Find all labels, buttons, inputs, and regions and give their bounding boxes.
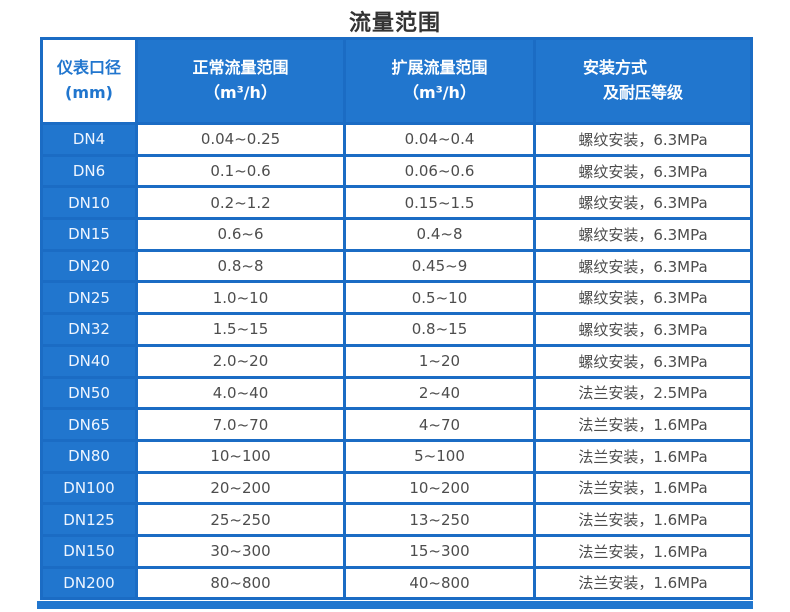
header-cell-install: 安装方式 及耐压等级 bbox=[533, 37, 753, 125]
cell-normal-range: 25~250 bbox=[135, 502, 346, 537]
cell-install: 法兰安装，1.6MPa bbox=[533, 407, 753, 442]
cell-normal-range: 80~800 bbox=[135, 565, 346, 601]
cell-normal-range: 0.8~8 bbox=[135, 248, 346, 284]
cell-normal-range: 10~100 bbox=[135, 438, 346, 474]
cell-diameter: DN40 bbox=[40, 343, 138, 379]
cell-install: 螺纹安装，6.3MPa bbox=[533, 185, 753, 221]
cell-install: 螺纹安装，6.3MPa bbox=[533, 217, 753, 252]
header-diameter-label: 仪表口径 bbox=[56, 58, 121, 78]
cell-extended-range: 13~250 bbox=[343, 502, 536, 537]
table-row: DN25 1.0~10 0.5~10 螺纹安装，6.3MPa bbox=[40, 280, 753, 316]
table-row: DN80 10~100 5~100 法兰安装，1.6MPa bbox=[40, 438, 753, 474]
cell-extended-range: 10~200 bbox=[343, 470, 536, 506]
cell-install: 法兰安装，1.6MPa bbox=[533, 470, 753, 506]
cell-normal-range: 1.0~10 bbox=[135, 280, 346, 316]
cell-install: 法兰安装，1.6MPa bbox=[533, 438, 753, 474]
cell-diameter: DN20 bbox=[40, 248, 138, 284]
cell-diameter: DN10 bbox=[40, 185, 138, 221]
table-row: DN10 0.2~1.2 0.15~1.5 螺纹安装，6.3MPa bbox=[40, 185, 753, 221]
header-cell-normal-range: 正常流量范围 （m³/h） bbox=[135, 37, 346, 125]
header-extended-unit: （m³/h） bbox=[403, 83, 476, 102]
cell-extended-range: 2~40 bbox=[343, 375, 536, 411]
cell-install: 螺纹安装，6.3MPa bbox=[533, 122, 753, 157]
table-row: DN150 30~300 15~300 法兰安装，1.6MPa bbox=[40, 533, 753, 569]
cell-extended-range: 5~100 bbox=[343, 438, 536, 474]
cell-extended-range: 15~300 bbox=[343, 533, 536, 569]
cell-diameter: DN50 bbox=[40, 375, 138, 411]
cell-normal-range: 2.0~20 bbox=[135, 343, 346, 379]
cell-extended-range: 0.04~0.4 bbox=[343, 122, 536, 157]
cell-extended-range: 0.4~8 bbox=[343, 217, 536, 252]
cell-diameter: DN125 bbox=[40, 502, 138, 537]
table-body: DN4 0.04~0.25 0.04~0.4 螺纹安装，6.3MPa DN6 0… bbox=[40, 122, 753, 601]
cell-diameter: DN32 bbox=[40, 312, 138, 347]
cell-normal-range: 7.0~70 bbox=[135, 407, 346, 442]
cell-extended-range: 40~800 bbox=[343, 565, 536, 601]
cell-diameter: DN200 bbox=[40, 565, 138, 601]
header-install-label: 安装方式 bbox=[583, 58, 648, 78]
cell-diameter: DN100 bbox=[40, 470, 138, 506]
cell-install: 法兰安装，1.6MPa bbox=[533, 502, 753, 537]
cell-diameter: DN6 bbox=[40, 153, 138, 189]
cell-diameter: DN65 bbox=[40, 407, 138, 442]
cell-extended-range: 0.45~9 bbox=[343, 248, 536, 284]
cell-normal-range: 1.5~15 bbox=[135, 312, 346, 347]
header-diameter-unit: (mm) bbox=[65, 83, 113, 102]
table-row: DN100 20~200 10~200 法兰安装，1.6MPa bbox=[40, 470, 753, 506]
table-row: DN6 0.1~0.6 0.06~0.6 螺纹安装，6.3MPa bbox=[40, 153, 753, 189]
table-row: DN4 0.04~0.25 0.04~0.4 螺纹安装，6.3MPa bbox=[40, 122, 753, 157]
cell-extended-range: 0.06~0.6 bbox=[343, 153, 536, 189]
table-row: DN65 7.0~70 4~70 法兰安装，1.6MPa bbox=[40, 407, 753, 442]
cell-install: 法兰安装，1.6MPa bbox=[533, 533, 753, 569]
header-normal-unit: （m³/h） bbox=[204, 83, 277, 102]
cell-normal-range: 0.04~0.25 bbox=[135, 122, 346, 157]
cell-install: 螺纹安装，6.3MPa bbox=[533, 343, 753, 379]
header-cell-extended-range: 扩展流量范围 （m³/h） bbox=[343, 37, 536, 125]
cell-install: 螺纹安装，6.3MPa bbox=[533, 248, 753, 284]
table-row: DN50 4.0~40 2~40 法兰安装，2.5MPa bbox=[40, 375, 753, 411]
cell-diameter: DN80 bbox=[40, 438, 138, 474]
cell-normal-range: 0.1~0.6 bbox=[135, 153, 346, 189]
cell-extended-range: 0.5~10 bbox=[343, 280, 536, 316]
header-cell-diameter: 仪表口径 (mm) bbox=[40, 37, 138, 125]
cell-diameter: DN150 bbox=[40, 533, 138, 569]
cell-diameter: DN15 bbox=[40, 217, 138, 252]
header-extended-label: 扩展流量范围 bbox=[391, 58, 488, 78]
cell-extended-range: 0.8~15 bbox=[343, 312, 536, 347]
cell-diameter: DN25 bbox=[40, 280, 138, 316]
cell-extended-range: 4~70 bbox=[343, 407, 536, 442]
cell-normal-range: 4.0~40 bbox=[135, 375, 346, 411]
cell-install: 法兰安装，2.5MPa bbox=[533, 375, 753, 411]
cell-install: 螺纹安装，6.3MPa bbox=[533, 312, 753, 347]
table-row: DN20 0.8~8 0.45~9 螺纹安装，6.3MPa bbox=[40, 248, 753, 284]
cell-extended-range: 0.15~1.5 bbox=[343, 185, 536, 221]
table-row: DN200 80~800 40~800 法兰安装，1.6MPa bbox=[40, 565, 753, 601]
table-row: DN15 0.6~6 0.4~8 螺纹安装，6.3MPa bbox=[40, 217, 753, 252]
cell-extended-range: 1~20 bbox=[343, 343, 536, 379]
page-title: 流量范围 bbox=[348, 11, 441, 36]
cell-install: 螺纹安装，6.3MPa bbox=[533, 153, 753, 189]
cell-normal-range: 0.2~1.2 bbox=[135, 185, 346, 221]
header-install-sublabel: 及耐压等级 bbox=[603, 83, 684, 102]
cell-normal-range: 20~200 bbox=[135, 470, 346, 506]
flow-range-table: 仪表口径 (mm) 正常流量范围 （m³/h） 扩展流量范围 （m³/h） 安装… bbox=[40, 37, 753, 601]
header-normal-label: 正常流量范围 bbox=[192, 58, 289, 78]
cell-install: 法兰安装，1.6MPa bbox=[533, 565, 753, 601]
table-row: DN125 25~250 13~250 法兰安装，1.6MPa bbox=[40, 502, 753, 537]
table-row: DN40 2.0~20 1~20 螺纹安装，6.3MPa bbox=[40, 343, 753, 379]
next-table-top-edge bbox=[37, 601, 753, 609]
table-row: DN32 1.5~15 0.8~15 螺纹安装，6.3MPa bbox=[40, 312, 753, 347]
cell-normal-range: 0.6~6 bbox=[135, 217, 346, 252]
cell-install: 螺纹安装，6.3MPa bbox=[533, 280, 753, 316]
cell-diameter: DN4 bbox=[40, 122, 138, 157]
cell-normal-range: 30~300 bbox=[135, 533, 346, 569]
header-row: 仪表口径 (mm) 正常流量范围 （m³/h） 扩展流量范围 （m³/h） 安装… bbox=[40, 37, 753, 125]
